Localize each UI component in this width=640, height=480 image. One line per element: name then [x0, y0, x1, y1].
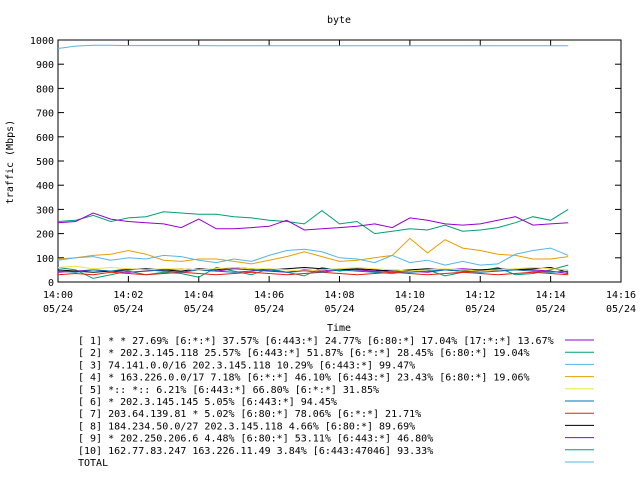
y-tick-label: 700: [36, 109, 54, 120]
x-tick-label-date: 05/24: [43, 304, 73, 315]
x-tick-label-time: 14:16: [606, 290, 636, 301]
chart-title: byte: [327, 15, 351, 26]
x-tick-label-time: 14:12: [465, 290, 495, 301]
series-line-1: [57, 212, 569, 231]
x-axis-label: Time: [327, 323, 351, 334]
x-tick-label-time: 14:14: [536, 290, 566, 301]
x-tick-label-date: 05/24: [324, 304, 354, 315]
y-tick-label: 1000: [30, 36, 54, 47]
legend-label: [ 3] 74.141.0.0/16 202.3.145.118 10.29% …: [78, 360, 415, 371]
legend-label: [ 9] * 202.250.206.6 4.48% [6:80:*] 53.1…: [78, 434, 433, 445]
legend-label: TOTAL: [78, 458, 108, 469]
series-line-5: [57, 265, 569, 272]
x-tick-label-time: 14:06: [254, 290, 284, 301]
series-line-2: [57, 208, 569, 235]
x-tick-label-time: 14:04: [184, 290, 214, 301]
x-tick-label-time: 14:02: [113, 290, 143, 301]
series-line-8: [57, 266, 569, 273]
series-line-7: [57, 271, 569, 276]
x-tick-label-date: 05/24: [184, 304, 214, 315]
y-axis-label: traffic (Mbps): [5, 120, 16, 204]
y-tick-label: 600: [36, 133, 54, 144]
y-tick-label: 800: [36, 84, 54, 95]
x-tick-label-time: 14:08: [324, 290, 354, 301]
legend-label: [10] 162.77.83.247 163.226.11.49 3.84% […: [78, 446, 433, 457]
series-line-11: [57, 44, 569, 49]
legend-label: [ 7] 203.64.139.81 * 5.02% [6:80:*] 78.0…: [78, 409, 421, 420]
legend-label: [ 8] 184.234.50.0/27 202.3.145.118 4.66%…: [78, 421, 415, 432]
y-tick-label: 900: [36, 60, 54, 71]
y-tick-label: 100: [36, 254, 54, 265]
legend-label: [ 2] * 202.3.145.118 25.57% [6:443:*] 51…: [78, 348, 530, 359]
series-lines: [57, 44, 569, 279]
legend-label: [ 1] * * 27.69% [6:*:*] 37.57% [6:443:*]…: [78, 336, 554, 347]
x-tick-label-date: 05/24: [113, 304, 143, 315]
legend-label: [ 4] * 163.226.0.0/17 7.18% [6:*:*] 46.1…: [78, 373, 530, 384]
legend-label: [ 5] *:: *:: 6.21% [6:443:*] 66.80% [6:*…: [78, 385, 379, 396]
legend: [ 1] * * 27.69% [6:*:*] 37.57% [6:443:*]…: [78, 336, 594, 469]
x-tick-label-date: 05/24: [395, 304, 425, 315]
plot-frame: [57, 39, 622, 283]
x-tick-label-date: 05/24: [254, 304, 284, 315]
x-tick-label-date: 05/24: [536, 304, 566, 315]
x-tick-label-time: 14:00: [43, 290, 73, 301]
x-tick-label-date: 05/24: [465, 304, 495, 315]
y-tick-label: 500: [36, 157, 54, 168]
y-tick-label: 200: [36, 230, 54, 241]
y-tick-label: 0: [48, 278, 54, 289]
x-tick-label-date: 05/24: [606, 304, 636, 315]
legend-label: [ 6] * 202.3.145.145 5.05% [6:443:*] 94.…: [78, 397, 337, 408]
y-tick-label: 400: [36, 181, 54, 192]
series-line-4: [57, 237, 569, 265]
x-tick-label-time: 14:10: [395, 290, 425, 301]
y-tick-label: 300: [36, 205, 54, 216]
series-line-3: [57, 247, 569, 266]
x-axis: 14:00 05/24 14:02 05/24 14:04 05/24 14:06 05/24…: [43, 40, 636, 315]
y-axis: 0 100 200 300 400 500 600 700 800 900 1000: [30, 36, 621, 289]
